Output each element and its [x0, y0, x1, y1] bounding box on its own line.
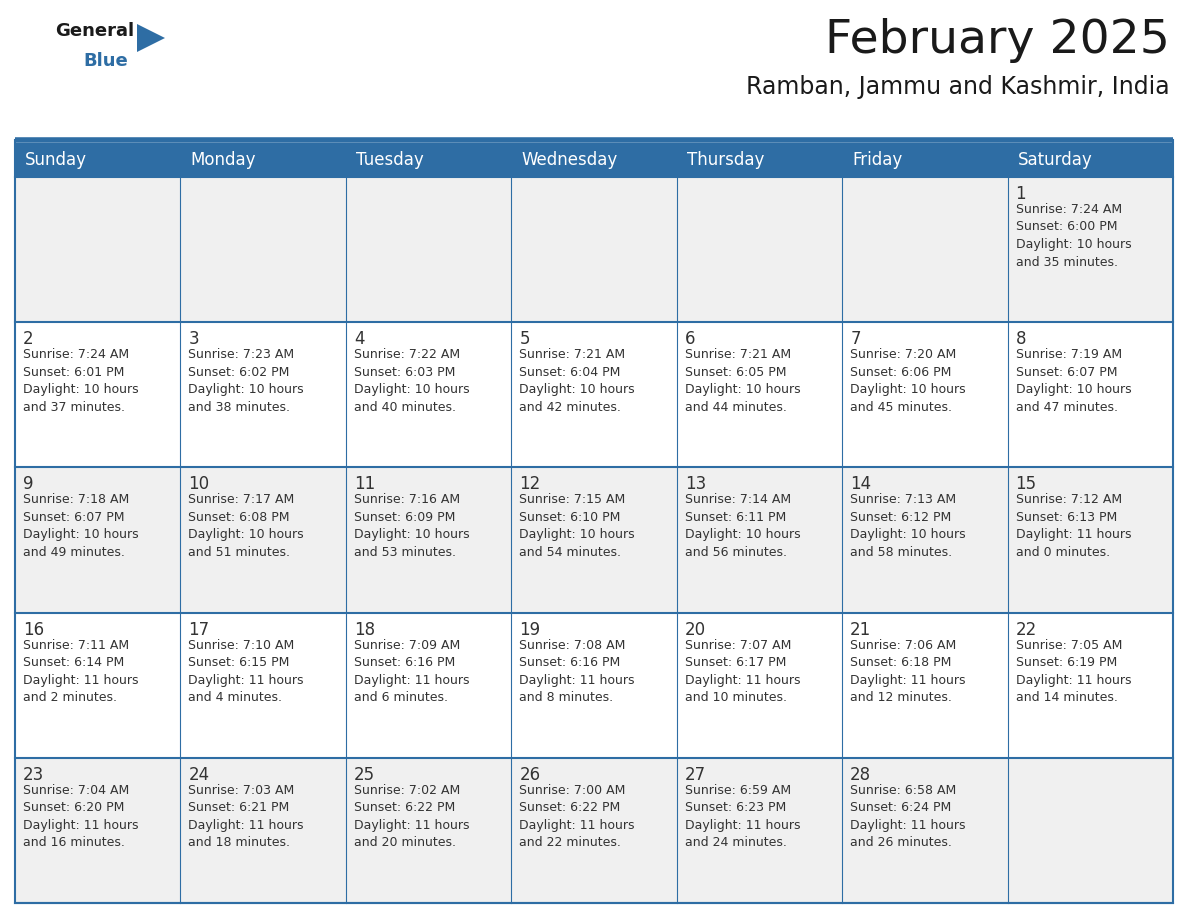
Text: Sunrise: 6:58 AM
Sunset: 6:24 PM
Daylight: 11 hours
and 26 minutes.: Sunrise: 6:58 AM Sunset: 6:24 PM Dayligh… [851, 784, 966, 849]
Text: Sunrise: 7:24 AM
Sunset: 6:00 PM
Daylight: 10 hours
and 35 minutes.: Sunrise: 7:24 AM Sunset: 6:00 PM Dayligh… [1016, 203, 1131, 268]
Text: Thursday: Thursday [687, 151, 764, 169]
Text: Sunrise: 7:21 AM
Sunset: 6:05 PM
Daylight: 10 hours
and 44 minutes.: Sunrise: 7:21 AM Sunset: 6:05 PM Dayligh… [684, 348, 801, 414]
Text: Ramban, Jammu and Kashmir, India: Ramban, Jammu and Kashmir, India [746, 75, 1170, 99]
Text: February 2025: February 2025 [826, 18, 1170, 63]
Text: Sunrise: 7:09 AM
Sunset: 6:16 PM
Daylight: 11 hours
and 6 minutes.: Sunrise: 7:09 AM Sunset: 6:16 PM Dayligh… [354, 639, 469, 704]
Text: Wednesday: Wednesday [522, 151, 618, 169]
Text: 8: 8 [1016, 330, 1026, 348]
Text: Sunrise: 7:14 AM
Sunset: 6:11 PM
Daylight: 10 hours
and 56 minutes.: Sunrise: 7:14 AM Sunset: 6:11 PM Dayligh… [684, 493, 801, 559]
Text: Sunrise: 7:15 AM
Sunset: 6:10 PM
Daylight: 10 hours
and 54 minutes.: Sunrise: 7:15 AM Sunset: 6:10 PM Dayligh… [519, 493, 634, 559]
Bar [15, 467, 1173, 612]
Bar [15, 177, 1173, 322]
Text: 3: 3 [189, 330, 200, 348]
Bar [15, 757, 1173, 903]
Bar [15, 322, 1173, 467]
Text: General: General [55, 22, 134, 40]
Text: Sunrise: 7:10 AM
Sunset: 6:15 PM
Daylight: 11 hours
and 4 minutes.: Sunrise: 7:10 AM Sunset: 6:15 PM Dayligh… [189, 639, 304, 704]
Text: 11: 11 [354, 476, 375, 493]
Text: Tuesday: Tuesday [356, 151, 424, 169]
Text: Sunrise: 7:21 AM
Sunset: 6:04 PM
Daylight: 10 hours
and 42 minutes.: Sunrise: 7:21 AM Sunset: 6:04 PM Dayligh… [519, 348, 634, 414]
Text: Blue: Blue [83, 52, 128, 70]
Text: Sunrise: 7:23 AM
Sunset: 6:02 PM
Daylight: 10 hours
and 38 minutes.: Sunrise: 7:23 AM Sunset: 6:02 PM Dayligh… [189, 348, 304, 414]
Text: 24: 24 [189, 766, 209, 784]
Text: 2: 2 [23, 330, 33, 348]
Text: Sunrise: 7:12 AM
Sunset: 6:13 PM
Daylight: 11 hours
and 0 minutes.: Sunrise: 7:12 AM Sunset: 6:13 PM Dayligh… [1016, 493, 1131, 559]
Text: 18: 18 [354, 621, 375, 639]
Text: Sunrise: 7:16 AM
Sunset: 6:09 PM
Daylight: 10 hours
and 53 minutes.: Sunrise: 7:16 AM Sunset: 6:09 PM Dayligh… [354, 493, 469, 559]
Text: 5: 5 [519, 330, 530, 348]
Text: Sunrise: 7:00 AM
Sunset: 6:22 PM
Daylight: 11 hours
and 22 minutes.: Sunrise: 7:00 AM Sunset: 6:22 PM Dayligh… [519, 784, 634, 849]
Text: 1: 1 [1016, 185, 1026, 203]
Text: 15: 15 [1016, 476, 1037, 493]
Text: Sunrise: 7:04 AM
Sunset: 6:20 PM
Daylight: 11 hours
and 16 minutes.: Sunrise: 7:04 AM Sunset: 6:20 PM Dayligh… [23, 784, 139, 849]
Text: 23: 23 [23, 766, 44, 784]
Text: 17: 17 [189, 621, 209, 639]
Text: Monday: Monday [190, 151, 255, 169]
Text: 9: 9 [23, 476, 33, 493]
Text: 14: 14 [851, 476, 871, 493]
Text: 10: 10 [189, 476, 209, 493]
Text: 19: 19 [519, 621, 541, 639]
Text: 6: 6 [684, 330, 695, 348]
Text: Sunrise: 7:07 AM
Sunset: 6:17 PM
Daylight: 11 hours
and 10 minutes.: Sunrise: 7:07 AM Sunset: 6:17 PM Dayligh… [684, 639, 801, 704]
Text: Sunrise: 7:18 AM
Sunset: 6:07 PM
Daylight: 10 hours
and 49 minutes.: Sunrise: 7:18 AM Sunset: 6:07 PM Dayligh… [23, 493, 139, 559]
Text: Sunrise: 7:13 AM
Sunset: 6:12 PM
Daylight: 10 hours
and 58 minutes.: Sunrise: 7:13 AM Sunset: 6:12 PM Dayligh… [851, 493, 966, 559]
Text: 13: 13 [684, 476, 706, 493]
Text: Sunrise: 7:20 AM
Sunset: 6:06 PM
Daylight: 10 hours
and 45 minutes.: Sunrise: 7:20 AM Sunset: 6:06 PM Dayligh… [851, 348, 966, 414]
Text: Sunrise: 7:19 AM
Sunset: 6:07 PM
Daylight: 10 hours
and 47 minutes.: Sunrise: 7:19 AM Sunset: 6:07 PM Dayligh… [1016, 348, 1131, 414]
Text: 25: 25 [354, 766, 375, 784]
Text: Sunrise: 7:03 AM
Sunset: 6:21 PM
Daylight: 11 hours
and 18 minutes.: Sunrise: 7:03 AM Sunset: 6:21 PM Dayligh… [189, 784, 304, 849]
Text: 21: 21 [851, 621, 871, 639]
Text: Sunrise: 6:59 AM
Sunset: 6:23 PM
Daylight: 11 hours
and 24 minutes.: Sunrise: 6:59 AM Sunset: 6:23 PM Dayligh… [684, 784, 801, 849]
Text: Sunrise: 7:05 AM
Sunset: 6:19 PM
Daylight: 11 hours
and 14 minutes.: Sunrise: 7:05 AM Sunset: 6:19 PM Dayligh… [1016, 639, 1131, 704]
Text: Sunrise: 7:06 AM
Sunset: 6:18 PM
Daylight: 11 hours
and 12 minutes.: Sunrise: 7:06 AM Sunset: 6:18 PM Dayligh… [851, 639, 966, 704]
Text: Sunrise: 7:11 AM
Sunset: 6:14 PM
Daylight: 11 hours
and 2 minutes.: Sunrise: 7:11 AM Sunset: 6:14 PM Dayligh… [23, 639, 139, 704]
Polygon shape [137, 24, 165, 52]
Text: 7: 7 [851, 330, 860, 348]
Bar [15, 140, 1173, 903]
Text: Sunday: Sunday [25, 151, 87, 169]
Text: Sunrise: 7:08 AM
Sunset: 6:16 PM
Daylight: 11 hours
and 8 minutes.: Sunrise: 7:08 AM Sunset: 6:16 PM Dayligh… [519, 639, 634, 704]
Text: Saturday: Saturday [1018, 151, 1092, 169]
Text: Sunrise: 7:17 AM
Sunset: 6:08 PM
Daylight: 10 hours
and 51 minutes.: Sunrise: 7:17 AM Sunset: 6:08 PM Dayligh… [189, 493, 304, 559]
Bar [15, 143, 1173, 177]
Text: 22: 22 [1016, 621, 1037, 639]
Bar [15, 612, 1173, 757]
Text: 4: 4 [354, 330, 365, 348]
Text: Friday: Friday [852, 151, 903, 169]
Text: 16: 16 [23, 621, 44, 639]
Text: 26: 26 [519, 766, 541, 784]
Text: 27: 27 [684, 766, 706, 784]
Text: 28: 28 [851, 766, 871, 784]
Text: Sunrise: 7:24 AM
Sunset: 6:01 PM
Daylight: 10 hours
and 37 minutes.: Sunrise: 7:24 AM Sunset: 6:01 PM Dayligh… [23, 348, 139, 414]
Text: Sunrise: 7:22 AM
Sunset: 6:03 PM
Daylight: 10 hours
and 40 minutes.: Sunrise: 7:22 AM Sunset: 6:03 PM Dayligh… [354, 348, 469, 414]
Text: 12: 12 [519, 476, 541, 493]
Text: 20: 20 [684, 621, 706, 639]
Text: Sunrise: 7:02 AM
Sunset: 6:22 PM
Daylight: 11 hours
and 20 minutes.: Sunrise: 7:02 AM Sunset: 6:22 PM Dayligh… [354, 784, 469, 849]
